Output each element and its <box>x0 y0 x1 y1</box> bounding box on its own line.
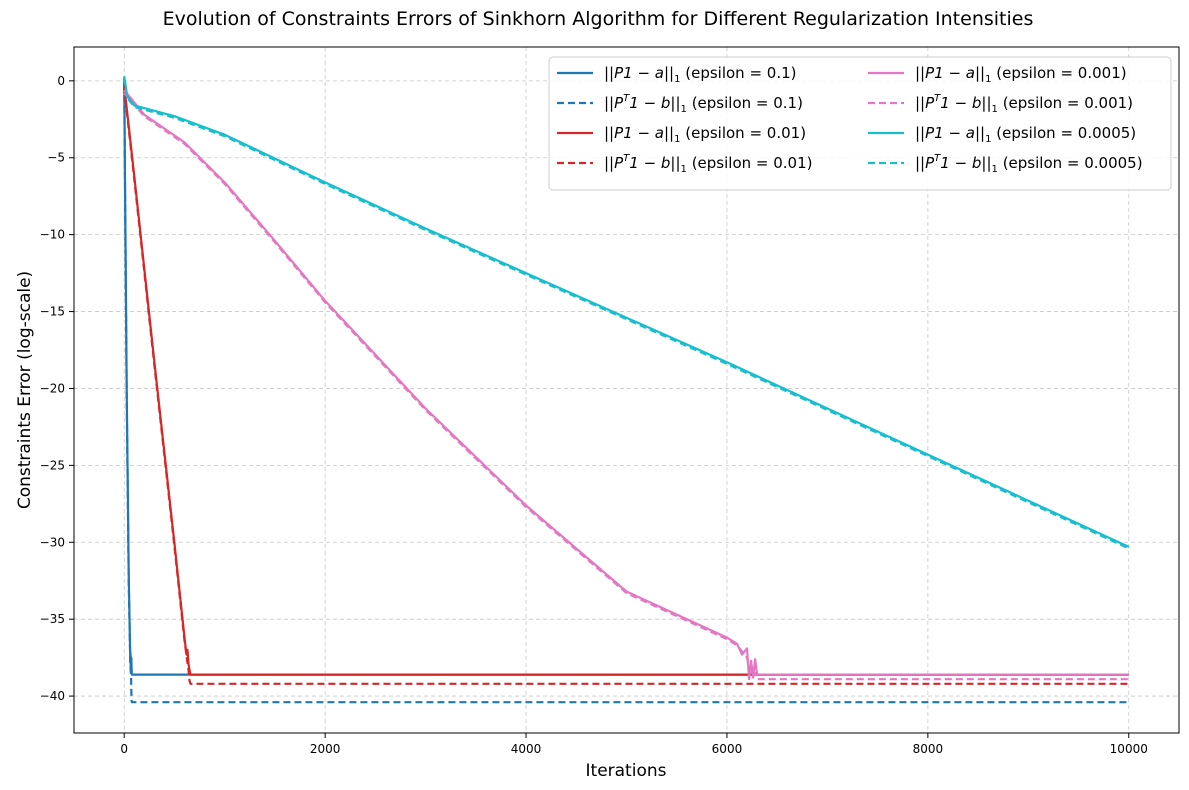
legend-label: ||PT1 − b||1 (epsilon = 0.0005) <box>915 153 1143 175</box>
series-lines <box>123 76 1130 704</box>
series-line-6 <box>123 92 1129 681</box>
x-tick-label: 0 <box>120 742 128 756</box>
y-tick-label: −40 <box>40 689 65 703</box>
y-tick-label: −25 <box>40 458 65 472</box>
y-tick-label: −10 <box>40 228 65 242</box>
legend-item: ||P1 − a||1 (epsilon = 0.0005) <box>868 124 1136 145</box>
x-axis-label: Iterations <box>586 761 667 781</box>
legend-label: ||P1 − a||1 (epsilon = 0.0005) <box>915 124 1136 145</box>
y-tick-label: −35 <box>40 612 65 626</box>
legend-item: ||PT1 − b||1 (epsilon = 0.1) <box>557 93 803 115</box>
x-tick-label: 6000 <box>712 742 743 756</box>
x-tick-label: 8000 <box>913 742 944 756</box>
x-axis-ticks: 0 2000 4000 6000 8000 10000 <box>120 733 1148 756</box>
plot-frame <box>73 46 1180 734</box>
legend-item: ||P1 − a||1 (epsilon = 0.001) <box>868 64 1127 85</box>
legend-item: ||PT1 − b||1 (epsilon = 0.001) <box>868 93 1133 115</box>
y-axis-label: Constraints Error (log-scale) <box>15 271 35 509</box>
series-line-4 <box>123 88 1129 685</box>
legend-box <box>548 56 1172 191</box>
x-tick-label: 10000 <box>1110 742 1148 756</box>
y-tick-label: −30 <box>40 535 65 549</box>
y-tick-label: −5 <box>47 151 65 165</box>
series-line-8 <box>123 77 1130 550</box>
chart-title: Evolution of Constraints Errors of Sinkh… <box>163 8 1034 30</box>
legend-item: ||P1 − a||1 (epsilon = 0.1) <box>557 64 797 85</box>
legend-label: ||P1 − a||1 (epsilon = 0.1) <box>604 64 797 85</box>
legend: ||P1 − a||1 (epsilon = 0.1) ||PT1 − b||1 … <box>548 56 1172 191</box>
legend-label: ||P1 − a||1 (epsilon = 0.001) <box>915 64 1127 85</box>
y-tick-label: 0 <box>57 74 65 88</box>
legend-item: ||PT1 − b||1 (epsilon = 0.0005) <box>868 153 1143 175</box>
legend-label: ||PT1 − b||1 (epsilon = 0.001) <box>915 93 1133 115</box>
x-tick-label: 4000 <box>511 742 542 756</box>
legend-label: ||P1 − a||1 (epsilon = 0.01) <box>604 124 806 145</box>
y-tick-label: −20 <box>40 381 65 395</box>
y-tick-label: −15 <box>40 305 65 319</box>
x-tick-label: 2000 <box>310 742 341 756</box>
legend-label: ||PT1 − b||1 (epsilon = 0.1) <box>604 93 803 115</box>
legend-item: ||P1 − a||1 (epsilon = 0.01) <box>557 124 806 145</box>
legend-item: ||PT1 − b||1 (epsilon = 0.01) <box>557 153 812 175</box>
series-line-7 <box>123 76 1130 548</box>
legend-label: ||PT1 − b||1 (epsilon = 0.01) <box>604 153 812 175</box>
y-axis-ticks: 0 −5 −10 −15 −20 −25 −30 −35 −40 <box>40 74 74 703</box>
series-line-2 <box>123 83 1129 704</box>
